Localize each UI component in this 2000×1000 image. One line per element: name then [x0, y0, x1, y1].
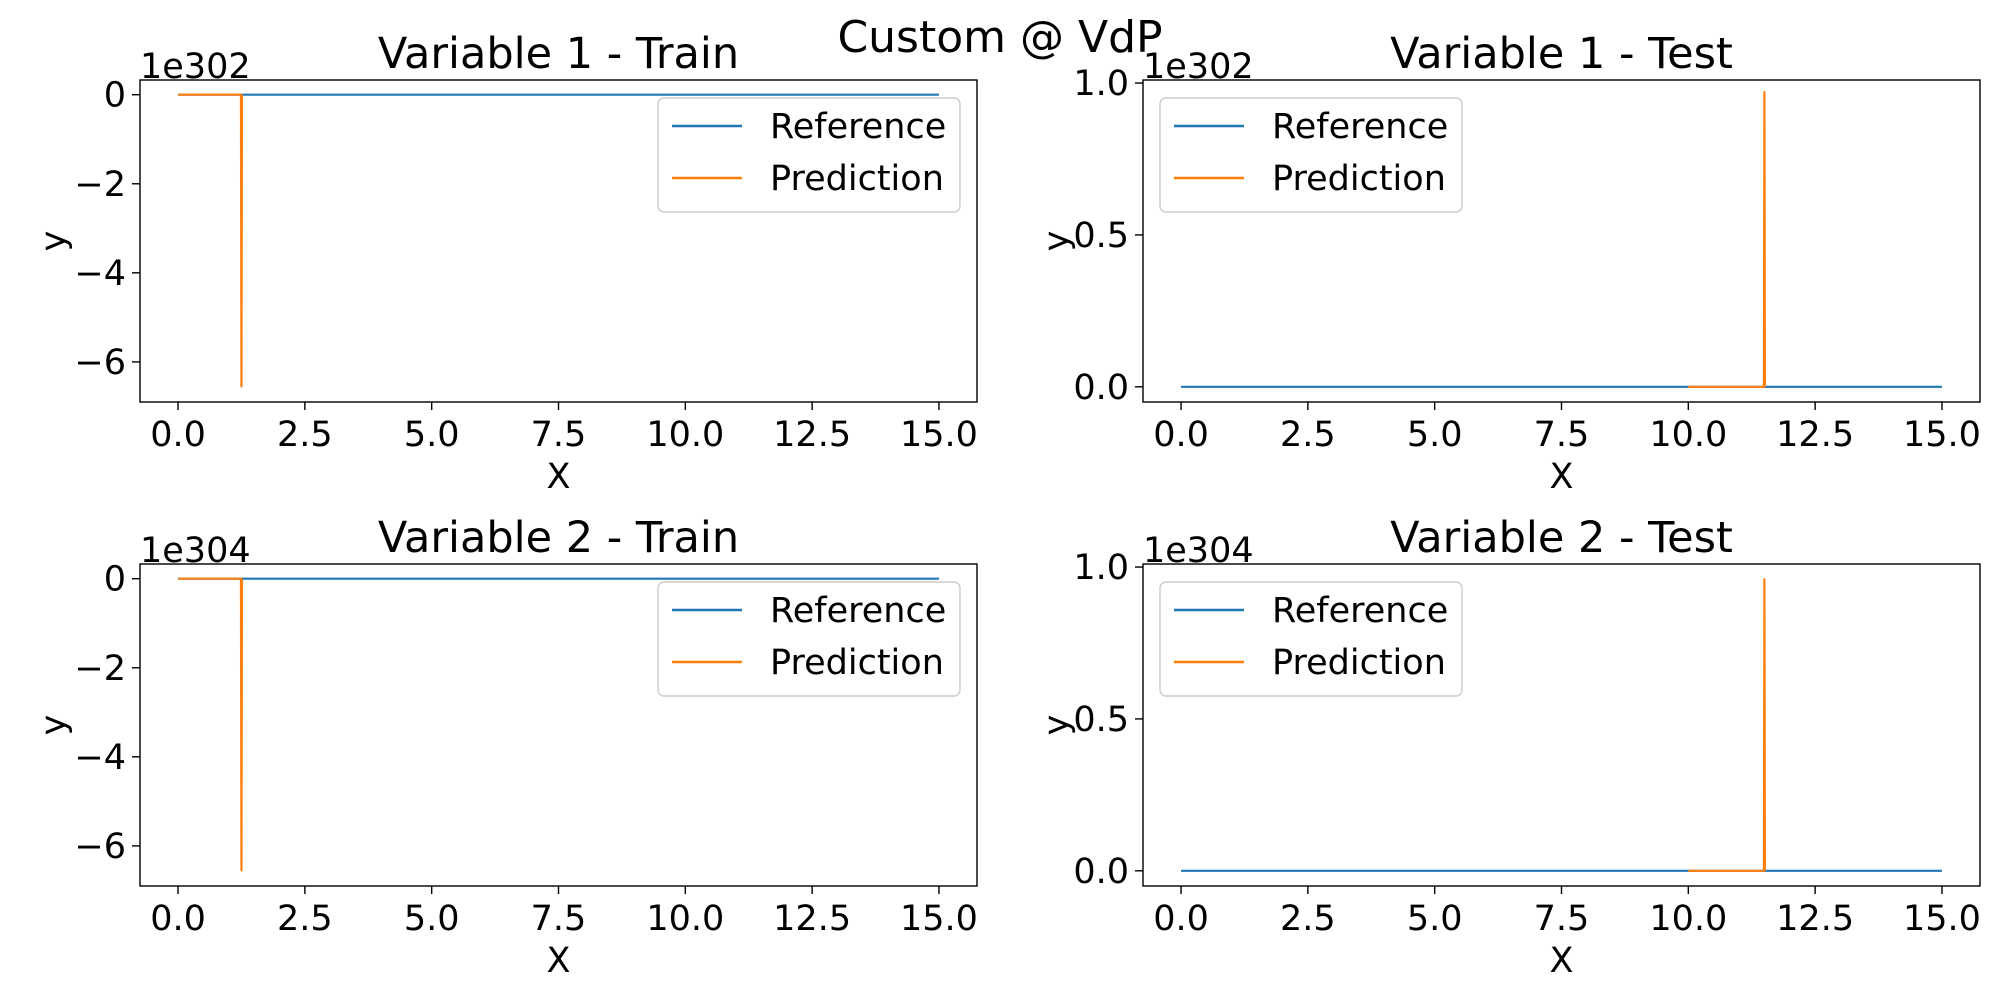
subplot-title: Variable 1 - Train [378, 29, 739, 79]
axis-offset-label: 1e304 [1143, 531, 1254, 571]
plot-area [178, 577, 939, 872]
y-axis-label: y [34, 231, 74, 252]
x-tick-label: 10.0 [1649, 415, 1727, 455]
x-tick-label: 5.0 [404, 415, 460, 455]
subplot-title: Variable 1 - Test [1390, 29, 1733, 79]
x-axis-label: X [1550, 941, 1574, 981]
y-tick-label: 1.0 [1073, 548, 1129, 588]
y-tick-label: −6 [74, 343, 126, 383]
x-tick-label: 7.5 [531, 899, 587, 939]
subplot-1: Variable 1 - Train 1e302 0.0 2.5 5.0 7.5 10.0 1… [34, 29, 978, 497]
x-tick-label: 5.0 [1407, 899, 1463, 939]
x-tick-label: 0.0 [1153, 415, 1209, 455]
y-tick-label: −2 [74, 649, 126, 689]
y-tick-label: 0.0 [1073, 368, 1129, 408]
x-tick-label: 10.0 [646, 415, 724, 455]
axis-offset-label: 1e304 [140, 531, 251, 571]
x-axis-label: X [547, 457, 571, 497]
x-tick-label: 0.0 [150, 415, 206, 455]
legend-label-reference: Reference [1272, 591, 1448, 631]
x-tick-label: 10.0 [1649, 899, 1727, 939]
x-tick-label: 12.5 [1776, 899, 1854, 939]
legend-label-prediction: Prediction [770, 159, 944, 199]
legend: Reference Prediction [1159, 581, 1463, 697]
x-tick-label: 5.0 [1407, 415, 1463, 455]
x-tick-label: 2.5 [277, 899, 333, 939]
x-tick-label: 7.5 [1534, 899, 1590, 939]
y-tick-label: −4 [74, 254, 126, 294]
series-line-prediction [1688, 91, 1767, 388]
x-tick-label: 12.5 [773, 415, 851, 455]
legend: Reference Prediction [657, 581, 961, 697]
x-tick-label: 15.0 [900, 899, 978, 939]
legend-label-reference: Reference [770, 591, 946, 631]
x-tick-label: 2.5 [1280, 899, 1336, 939]
y-tick-label: 1.0 [1073, 64, 1129, 104]
x-tick-label: 0.0 [150, 899, 206, 939]
x-tick-label: 10.0 [646, 899, 724, 939]
y-tick-label: 0.0 [1073, 852, 1129, 892]
legend-label-prediction: Prediction [1272, 159, 1446, 199]
subplot-title: Variable 2 - Train [378, 513, 739, 563]
x-tick-label: 12.5 [773, 899, 851, 939]
plot-area [1181, 91, 1942, 388]
series-line-prediction [1688, 578, 1767, 872]
x-tick-label: 12.5 [1776, 415, 1854, 455]
legend-label-reference: Reference [1272, 107, 1448, 147]
subplot-3: Variable 2 - Train 1e304 0.0 2.5 5.0 7.5 10.0 1… [34, 513, 978, 981]
x-tick-label: 7.5 [1534, 415, 1590, 455]
series-line-prediction [178, 577, 244, 872]
subplot-grid: Variable 1 - Train 1e302 0.0 2.5 5.0 7.5 10.0 1… [34, 29, 1981, 981]
x-tick-label: 7.5 [531, 415, 587, 455]
legend: Reference Prediction [657, 97, 961, 213]
figure-suptitle: Custom @ VdP [837, 12, 1162, 63]
y-tick-label: −2 [74, 165, 126, 205]
y-axis-label: y [1037, 715, 1077, 736]
legend: Reference Prediction [1159, 97, 1463, 213]
legend-label-reference: Reference [770, 107, 946, 147]
x-tick-label: 0.0 [1153, 899, 1209, 939]
y-tick-label: 0 [104, 76, 126, 116]
subplot-title: Variable 2 - Test [1390, 513, 1733, 563]
subplot-2: Variable 1 - Test 1e302 0.0 2.5 5.0 7.5 10.0 12… [1037, 29, 1981, 497]
x-tick-label: 15.0 [1903, 415, 1981, 455]
y-tick-label: −6 [74, 827, 126, 867]
x-axis-label: X [547, 941, 571, 981]
legend-label-prediction: Prediction [770, 643, 944, 683]
x-tick-label: 15.0 [1903, 899, 1981, 939]
legend-label-prediction: Prediction [1272, 643, 1446, 683]
plot-area [178, 93, 939, 388]
x-tick-label: 15.0 [900, 415, 978, 455]
y-axis-label: y [34, 715, 74, 736]
x-axis-label: X [1550, 457, 1574, 497]
y-tick-label: 0 [104, 560, 126, 600]
y-axis-label: y [1037, 231, 1077, 252]
axis-offset-label: 1e302 [140, 47, 251, 87]
y-tick-label: 0.5 [1073, 216, 1129, 256]
subplot-4: Variable 2 - Test 1e304 0.0 2.5 5.0 7.5 10.0 12… [1037, 513, 1981, 981]
axis-offset-label: 1e302 [1143, 47, 1254, 87]
x-tick-label: 5.0 [404, 899, 460, 939]
x-tick-label: 2.5 [1280, 415, 1336, 455]
plot-area [1181, 578, 1942, 872]
series-line-prediction [178, 93, 244, 388]
y-tick-label: 0.5 [1073, 700, 1129, 740]
x-tick-label: 2.5 [277, 415, 333, 455]
y-tick-label: −4 [74, 738, 126, 778]
